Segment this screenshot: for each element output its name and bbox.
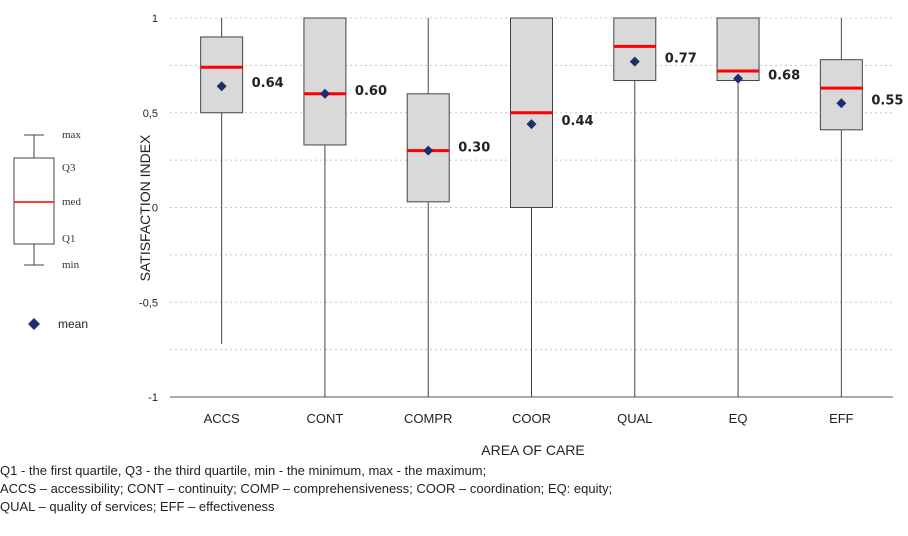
legend-max-label: max <box>62 129 81 141</box>
iqr-box <box>819 59 863 131</box>
y-tick-label: -0,5 <box>139 297 158 309</box>
box-eff: 0.55 <box>819 18 903 397</box>
mean-value-label: 0.44 <box>562 114 594 129</box>
iqr-box <box>303 17 347 146</box>
box-coor: 0.44 <box>510 17 594 397</box>
mean-marker <box>733 73 744 84</box>
box-eq: 0.68 <box>716 17 800 397</box>
legend-min-label: min <box>62 259 80 271</box>
mean-marker <box>629 56 640 67</box>
x-tick-label: COMPR <box>404 411 452 426</box>
mean-marker <box>319 88 330 99</box>
y-tick-label: 0 <box>152 203 158 215</box>
mean-value-label: 0.30 <box>458 141 490 156</box>
legend-q3-label: Q3 <box>62 162 76 174</box>
y-tick-label: 0,5 <box>143 108 158 120</box>
box-compr: 0.30 <box>406 18 490 397</box>
x-tick-label: EQ <box>729 411 748 426</box>
legend-mean-label: mean <box>58 317 88 331</box>
x-axis: ACCS CONT COMPR COOR QUAL EQ EFF <box>204 411 854 426</box>
mean-marker <box>423 145 434 156</box>
y-axis-title: SATISFACTION INDEX <box>137 134 153 281</box>
mean-value-label: 0.60 <box>355 84 387 99</box>
legend-mean-marker <box>28 318 40 330</box>
iqr-box <box>200 36 244 114</box>
x-tick-label: QUAL <box>617 411 652 426</box>
mean-marker <box>216 81 227 92</box>
mean-value-label: 0.55 <box>871 93 903 108</box>
box-accs: 0.64 <box>200 18 284 344</box>
iqr-box <box>613 17 657 82</box>
legend-med-label: med <box>62 196 81 208</box>
x-tick-label: CONT <box>307 411 344 426</box>
x-tick-label: ACCS <box>204 411 240 426</box>
mean-marker <box>526 119 537 130</box>
footnote-line: ACCS – accessibility; CONT – continuity;… <box>0 481 613 496</box>
legend-q1-label: Q1 <box>62 233 75 245</box>
footnote-line: QUAL – quality of services; EFF – effect… <box>0 499 275 514</box>
footnote-line: Q1 - the first quartile, Q3 - the third … <box>0 463 487 478</box>
mean-value-label: 0.77 <box>665 52 697 67</box>
box-qual: 0.77 <box>613 17 697 397</box>
legend: max Q3 med Q1 min mean <box>13 129 88 331</box>
box-plot-chart: 1 0,5 0 -0,5 -1 0.64 0.60 0.30 0.44 0.77 0.68 0.55… <box>13 13 903 458</box>
boxes: 0.64 0.60 0.30 0.44 0.77 0.68 0.55 <box>200 17 903 397</box>
x-tick-label: COOR <box>512 411 551 426</box>
footnotes: Q1 - the first quartile, Q3 - the third … <box>0 462 908 516</box>
x-axis-title: AREA OF CARE <box>481 442 584 458</box>
x-tick-label: EFF <box>829 411 854 426</box>
mean-value-label: 0.64 <box>252 76 284 91</box>
y-axis: 1 0,5 0 -0,5 -1 <box>139 13 158 404</box>
mean-value-label: 0.68 <box>768 69 800 84</box>
y-tick-label: -1 <box>148 392 158 404</box>
y-tick-label: 1 <box>152 13 158 25</box>
legend-box <box>13 157 55 245</box>
box-cont: 0.60 <box>303 17 387 397</box>
mean-marker <box>836 98 847 109</box>
